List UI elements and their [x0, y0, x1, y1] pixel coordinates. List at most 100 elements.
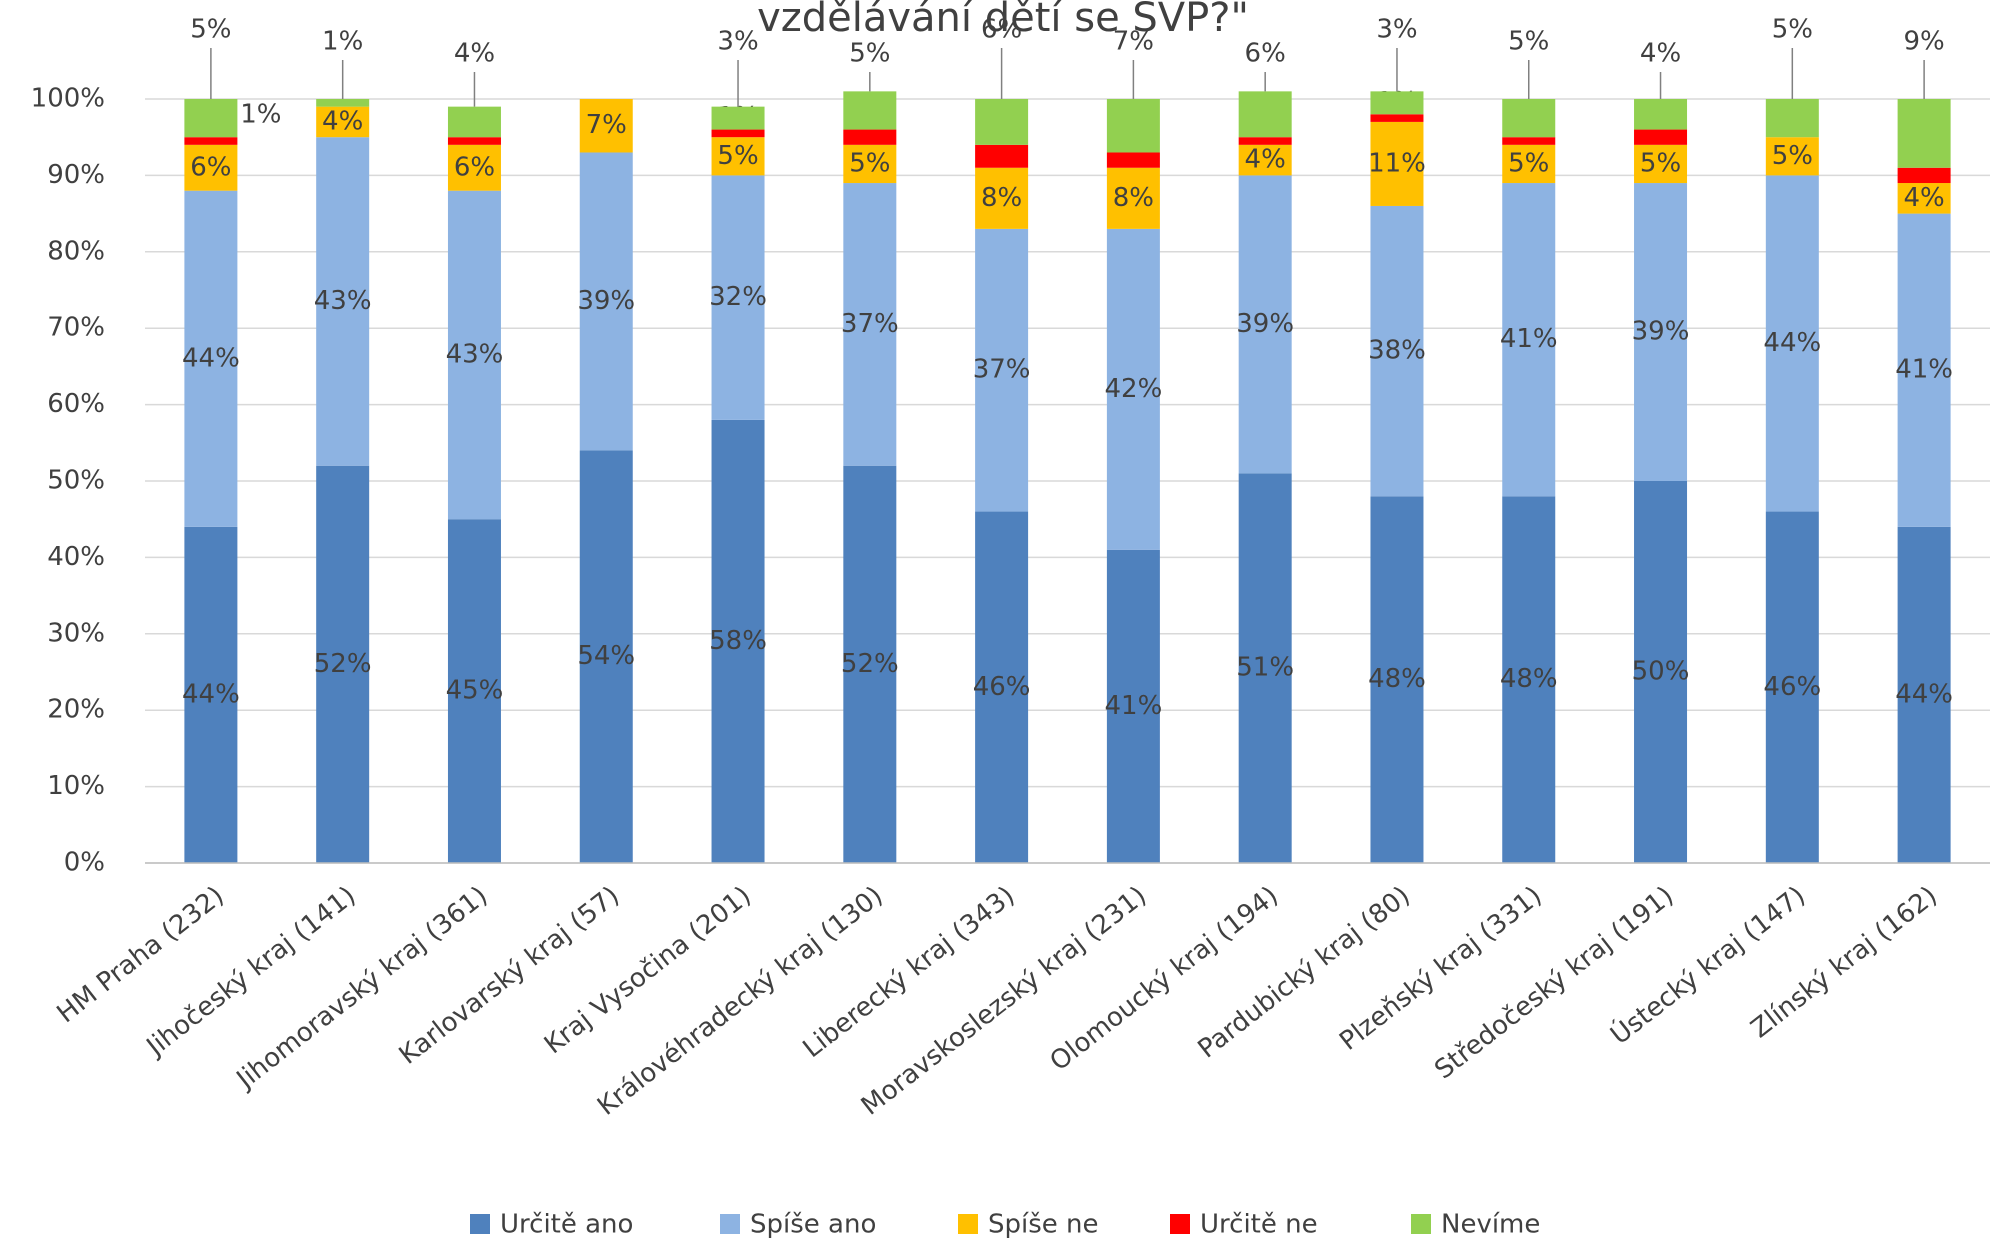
data-label: 44%: [1895, 679, 1953, 709]
y-tick-label: 50%: [47, 466, 105, 496]
data-label: 5%: [717, 141, 758, 171]
y-tick-label: 90%: [47, 160, 105, 190]
data-label: 4%: [454, 39, 495, 69]
data-label: 51%: [1236, 653, 1294, 683]
data-label: 8%: [981, 183, 1022, 213]
data-label: 8%: [1113, 183, 1154, 213]
bar-segment: [184, 144, 238, 191]
bar-segment: [711, 175, 765, 420]
data-label: 5%: [849, 39, 890, 69]
data-label: 6%: [981, 15, 1022, 45]
bar-segment: [1765, 175, 1819, 512]
y-tick-label: 20%: [47, 695, 105, 725]
bar-segment: [1106, 228, 1160, 550]
legend-label: Nevíme: [1441, 1210, 1540, 1240]
legend-label: Určitě ne: [1200, 1210, 1318, 1240]
data-label: 4%: [322, 106, 363, 136]
bar-segment: [1238, 137, 1292, 145]
legend-label: Spíše ne: [988, 1210, 1099, 1240]
bar-segment: [1765, 99, 1819, 138]
data-label: 32%: [709, 282, 767, 312]
bar-segment: [843, 183, 897, 466]
bar-segment: [975, 167, 1029, 229]
x-tick-label: Karlovarský kraj (57): [394, 881, 625, 1071]
x-tick-label: Jihočeský kraj (141): [140, 881, 362, 1063]
y-tick-label: 40%: [47, 542, 105, 572]
data-label: 5%: [1772, 15, 1813, 45]
data-label: 5%: [190, 15, 231, 45]
bar-segment: [843, 129, 897, 145]
bar-segment: [1106, 167, 1160, 229]
x-tick-label: Pardubický kraj (80): [1193, 881, 1416, 1065]
data-label: 48%: [1500, 664, 1558, 694]
bar-segment: [975, 511, 1029, 863]
bar-segment: [1634, 129, 1688, 145]
x-tick-label: Olomoucký kraj (194): [1045, 881, 1284, 1077]
data-label: 5%: [849, 148, 890, 178]
y-tick-label: 80%: [47, 236, 105, 266]
data-label: 41%: [1895, 355, 1953, 385]
bar-segment: [184, 99, 238, 138]
bar-segment: [184, 137, 238, 145]
bar-segment: [1106, 549, 1160, 863]
data-label: 3%: [717, 27, 758, 57]
bar-segment: [1634, 183, 1688, 482]
data-label: 6%: [190, 152, 231, 182]
data-label: 1%: [322, 27, 363, 57]
bar-segment: [843, 144, 897, 184]
data-label: 54%: [577, 641, 635, 671]
bar-segment: [184, 526, 238, 863]
bar-segment: [579, 152, 633, 451]
y-tick-label: 30%: [47, 618, 105, 648]
bar-segment: [1634, 99, 1688, 130]
data-label: 45%: [446, 676, 504, 706]
data-label: 37%: [841, 309, 899, 339]
bar-segment: [843, 465, 897, 863]
legend-swatch: [958, 1214, 978, 1234]
data-label: 41%: [1104, 691, 1162, 721]
data-label: 39%: [1236, 309, 1294, 339]
data-label: 46%: [973, 672, 1031, 702]
y-tick-label: 60%: [47, 389, 105, 419]
data-label: 5%: [1508, 27, 1549, 57]
bar-segment: [1502, 144, 1556, 184]
x-tick-label: Středočeský kraj (191): [1429, 881, 1679, 1086]
bar-segment: [843, 91, 897, 130]
data-label: 4%: [1903, 183, 1944, 213]
legend-swatch: [1411, 1214, 1431, 1234]
legend-swatch: [1170, 1214, 1190, 1234]
legend-swatch: [720, 1214, 740, 1234]
bar-segment: [579, 99, 633, 153]
bar-segment: [711, 129, 765, 138]
bar-segment: [447, 190, 501, 520]
bar-segment: [184, 190, 238, 527]
bar-segment: [1634, 481, 1688, 863]
bar-segment: [1370, 496, 1424, 863]
bar-segment: [1897, 526, 1951, 863]
bar-segment: [1370, 205, 1424, 497]
x-tick-label: Jihomoravský kraj (361): [230, 881, 493, 1096]
bar-segment: [1897, 183, 1951, 214]
bar-segment: [1502, 496, 1556, 863]
x-tick-label: Liberecký kraj (343): [798, 881, 1021, 1064]
data-label: 50%: [1632, 657, 1690, 687]
data-label: 38%: [1368, 336, 1426, 366]
bar-segment: [1238, 91, 1292, 138]
data-label: 9%: [1903, 27, 1944, 57]
y-tick-label: 0%: [64, 848, 105, 878]
data-label: 41%: [1500, 324, 1558, 354]
data-label: 44%: [1763, 328, 1821, 358]
data-label: 5%: [1640, 148, 1681, 178]
bar-segment: [447, 519, 501, 863]
data-label: 7%: [586, 110, 627, 140]
bar-segment: [1897, 213, 1951, 527]
bar-segment: [975, 144, 1029, 168]
bar-segment: [316, 106, 370, 138]
data-label: 43%: [314, 286, 372, 316]
data-label: 11%: [1368, 148, 1426, 178]
legend-swatch: [470, 1214, 490, 1234]
legend-label: Spíše ano: [750, 1210, 876, 1240]
bar-segment: [975, 228, 1029, 512]
bar-segment: [316, 137, 370, 466]
data-label: 58%: [709, 626, 767, 656]
